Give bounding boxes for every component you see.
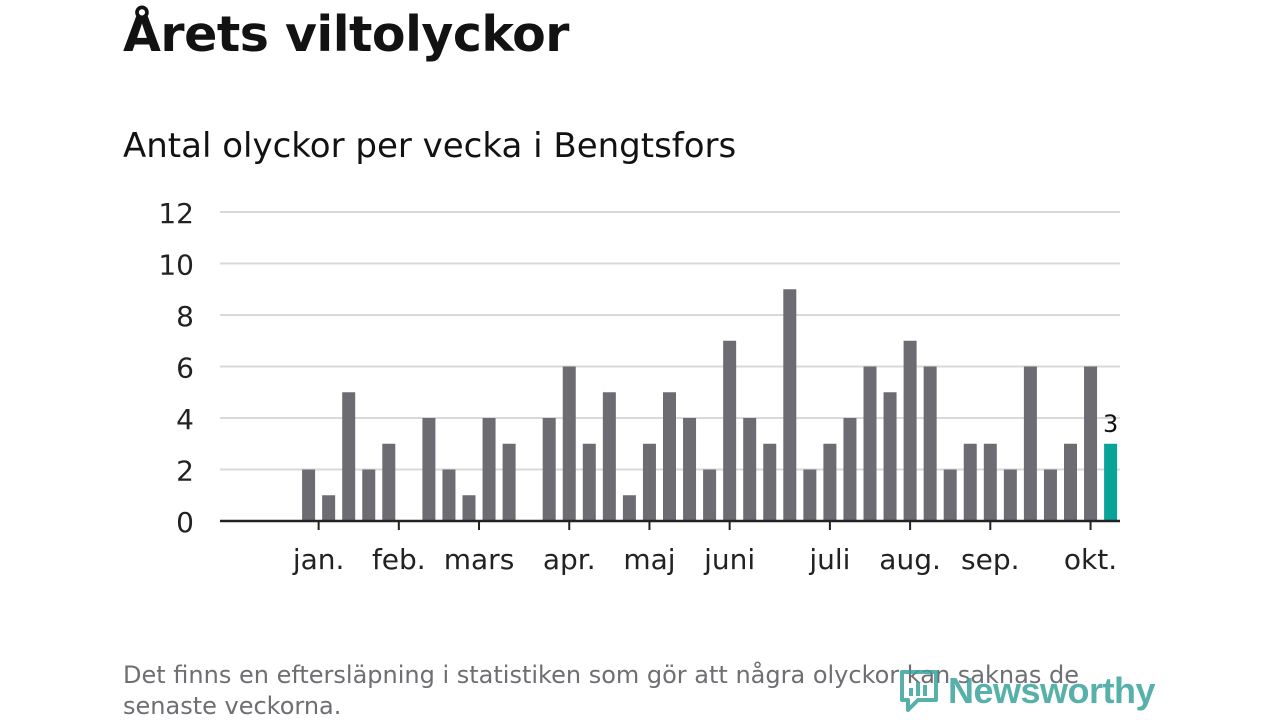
bar	[863, 366, 877, 521]
newsworthy-logo: Newsworthy	[898, 668, 1156, 714]
bar	[542, 418, 556, 521]
bar	[1023, 366, 1037, 521]
bar	[302, 469, 316, 521]
x-tick-label: juli	[808, 543, 850, 576]
bar	[783, 289, 797, 521]
bar	[642, 443, 656, 521]
bar	[743, 418, 757, 521]
y-tick-label: 8	[176, 300, 194, 333]
bar	[923, 366, 937, 521]
x-tick-label: sep.	[961, 543, 1020, 576]
x-tick-label: aug.	[879, 543, 941, 576]
bar	[843, 418, 857, 521]
highlight-bar	[1104, 443, 1118, 521]
bar	[1064, 443, 1077, 521]
y-tick-label: 12	[158, 197, 194, 230]
bar	[622, 495, 636, 521]
bar	[803, 469, 817, 521]
bar	[723, 340, 737, 521]
highlight-value-label: 3	[1103, 410, 1118, 438]
bar	[562, 366, 576, 521]
y-tick-label: 10	[158, 249, 194, 282]
bar	[963, 443, 977, 521]
x-tick-label: okt.	[1064, 543, 1117, 576]
x-tick-label: maj	[623, 543, 675, 576]
bar	[883, 392, 897, 521]
bar	[1084, 366, 1098, 521]
bar	[983, 443, 997, 521]
y-tick-label: 0	[176, 506, 194, 539]
bar	[703, 469, 717, 521]
y-tick-label: 4	[176, 403, 194, 436]
bar	[582, 443, 596, 521]
bar	[943, 469, 957, 521]
page-title: Årets viltolyckor	[123, 6, 569, 63]
bar	[663, 392, 676, 521]
bar	[763, 443, 777, 521]
bar	[903, 340, 917, 521]
chart-subtitle: Antal olyckor per vecka i Bengtsfors	[123, 126, 737, 166]
bar	[322, 495, 336, 521]
bar-chart: 0 2 4 6 8 10 12 3 jan. feb. mars apr. maj juni juli aug…	[158, 197, 1120, 576]
y-tick-label: 2	[176, 455, 194, 488]
x-tick-label: jan.	[292, 543, 345, 576]
bar	[482, 418, 496, 521]
bar	[462, 495, 476, 521]
bar	[362, 469, 376, 521]
footnote: Det finns en eftersläpning i statistiken…	[123, 661, 1079, 720]
y-tick-label: 6	[176, 352, 194, 385]
bar	[602, 392, 616, 521]
x-tick-label: apr.	[543, 543, 596, 576]
newsworthy-logo-icon	[900, 670, 938, 712]
bar	[502, 443, 516, 521]
bar	[442, 469, 456, 521]
bar	[342, 392, 356, 521]
x-tick-label: juni	[703, 543, 755, 576]
x-tick-label: feb.	[372, 543, 426, 576]
logo-text: Newsworthy	[948, 670, 1156, 711]
bar	[823, 443, 837, 521]
bar	[1003, 469, 1017, 521]
bar	[422, 418, 436, 521]
x-tick-label: mars	[444, 543, 515, 576]
bar	[1043, 469, 1057, 521]
bar	[683, 418, 697, 521]
bar	[382, 443, 396, 521]
